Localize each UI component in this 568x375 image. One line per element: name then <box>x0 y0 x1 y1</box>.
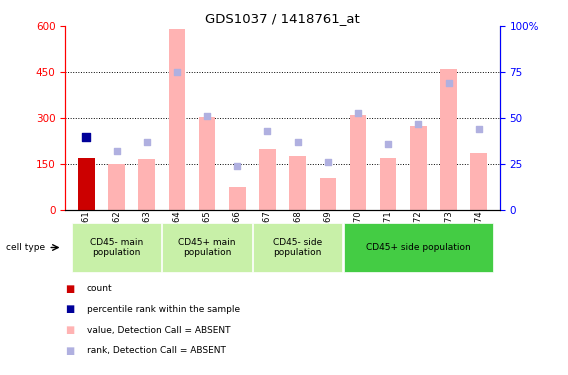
Point <box>142 139 151 145</box>
Point <box>353 110 362 116</box>
Text: ■: ■ <box>65 284 74 294</box>
Text: GSM37466: GSM37466 <box>233 211 242 256</box>
Text: CD45- side
population: CD45- side population <box>273 238 322 257</box>
Point <box>293 139 302 145</box>
Bar <box>259 149 276 210</box>
Point <box>203 113 212 119</box>
Text: rank, Detection Call = ABSENT: rank, Detection Call = ABSENT <box>87 346 225 355</box>
Point <box>173 69 182 75</box>
Bar <box>253 224 343 272</box>
Bar <box>289 156 306 210</box>
Bar <box>440 69 457 210</box>
Bar <box>380 158 396 210</box>
Text: percentile rank within the sample: percentile rank within the sample <box>87 305 240 314</box>
Text: CD45- main
population: CD45- main population <box>90 238 143 257</box>
Bar <box>139 159 155 210</box>
Point <box>233 163 242 169</box>
Point <box>383 141 392 147</box>
Text: GSM37468: GSM37468 <box>293 211 302 256</box>
Text: GSM37473: GSM37473 <box>444 211 453 256</box>
Point <box>112 148 121 154</box>
Point <box>474 126 483 132</box>
Text: GSM37474: GSM37474 <box>474 211 483 256</box>
Text: GSM37464: GSM37464 <box>173 211 181 256</box>
Text: GSM37465: GSM37465 <box>203 211 212 256</box>
Text: GSM37467: GSM37467 <box>263 211 272 256</box>
Text: ■: ■ <box>65 346 74 355</box>
Text: value, Detection Call = ABSENT: value, Detection Call = ABSENT <box>87 326 231 334</box>
Bar <box>199 117 215 210</box>
Point <box>263 128 272 134</box>
Point <box>414 121 423 127</box>
Text: count: count <box>87 284 112 293</box>
Point <box>82 134 91 140</box>
Bar <box>344 224 493 272</box>
Point <box>323 159 332 165</box>
Bar <box>350 115 366 210</box>
Text: cell type: cell type <box>6 243 45 252</box>
Bar <box>410 126 427 210</box>
Bar <box>78 158 95 210</box>
Bar <box>108 164 125 210</box>
Title: GDS1037 / 1418761_at: GDS1037 / 1418761_at <box>205 12 360 25</box>
Point <box>444 80 453 86</box>
Text: GSM37471: GSM37471 <box>384 211 392 256</box>
Bar <box>320 178 336 210</box>
Bar <box>229 187 245 210</box>
Bar <box>72 224 161 272</box>
Text: CD45+ main
population: CD45+ main population <box>178 238 236 257</box>
Text: GSM37463: GSM37463 <box>143 211 151 256</box>
Bar <box>78 158 95 210</box>
Bar <box>470 153 487 210</box>
Text: ■: ■ <box>65 325 74 335</box>
Text: GSM37462: GSM37462 <box>112 211 121 256</box>
Text: GSM37461: GSM37461 <box>82 211 91 256</box>
Bar <box>169 29 185 210</box>
Text: ■: ■ <box>65 304 74 314</box>
Text: CD45+ side population: CD45+ side population <box>366 243 471 252</box>
Text: GSM37472: GSM37472 <box>414 211 423 256</box>
Text: GSM37470: GSM37470 <box>353 211 362 256</box>
Text: GSM37469: GSM37469 <box>323 211 332 256</box>
Bar <box>162 224 252 272</box>
